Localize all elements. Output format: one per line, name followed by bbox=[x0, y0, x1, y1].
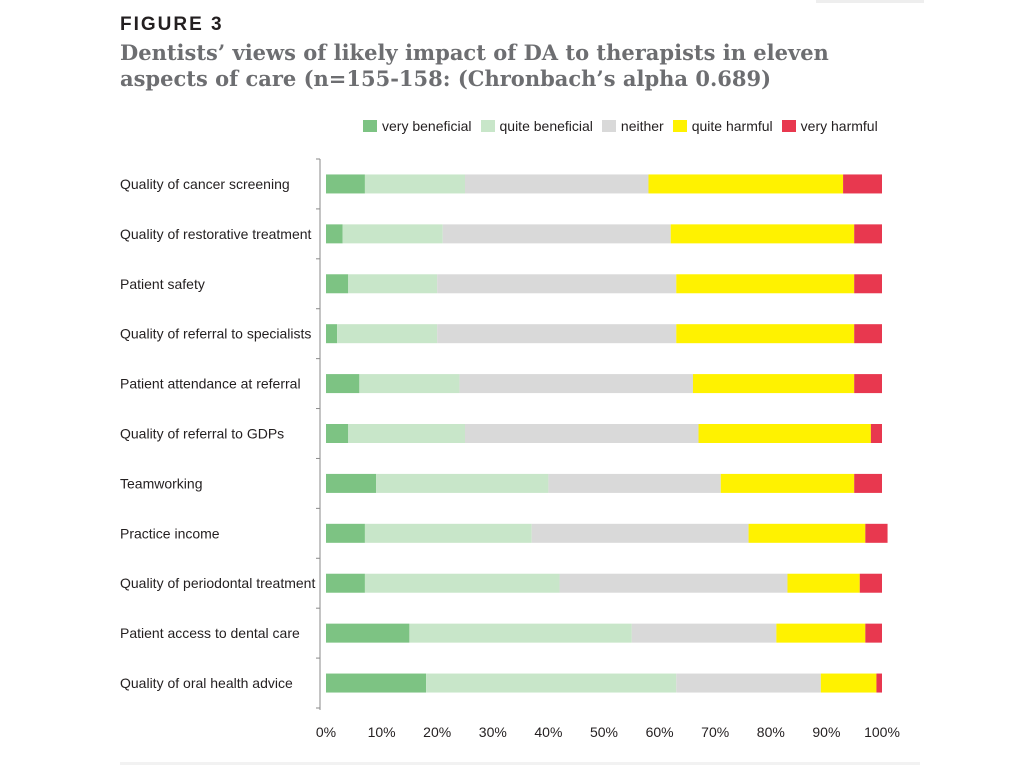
category-label: Quality of oral health advice bbox=[120, 675, 293, 691]
bar-segment bbox=[820, 673, 877, 693]
bar-segment bbox=[326, 424, 349, 443]
bar-segment bbox=[364, 573, 560, 593]
x-tick-label: 30% bbox=[479, 724, 507, 740]
bar-segment bbox=[342, 224, 443, 244]
bar-segment bbox=[787, 573, 860, 593]
bar-segment bbox=[326, 274, 349, 294]
legend-item: neither bbox=[601, 118, 664, 134]
figure-title: Dentists’ views of likely impact of DA t… bbox=[120, 40, 829, 91]
x-tick-label: 40% bbox=[534, 724, 562, 740]
bar-segment bbox=[364, 523, 532, 543]
bar-segment bbox=[326, 523, 365, 543]
bar-segment bbox=[876, 673, 882, 693]
bar-segment bbox=[548, 473, 721, 493]
category-label: Quality of restorative treatment bbox=[120, 226, 312, 242]
legend-swatch bbox=[672, 120, 687, 132]
x-tick-label: 0% bbox=[316, 724, 336, 740]
bar-segment bbox=[326, 573, 365, 593]
bar-segment bbox=[859, 573, 882, 593]
category-label: Patient safety bbox=[120, 276, 205, 292]
legend-item: very harmful bbox=[781, 118, 878, 134]
legend-swatch bbox=[601, 120, 616, 132]
x-tick-label: 70% bbox=[701, 724, 729, 740]
x-tick-label: 60% bbox=[646, 724, 674, 740]
bar-segment bbox=[676, 324, 855, 344]
legend-item: quite beneficial bbox=[480, 118, 593, 134]
bar-segment bbox=[676, 274, 855, 294]
bar-segment bbox=[692, 374, 855, 394]
bar-segment bbox=[648, 174, 844, 194]
bar-segment bbox=[465, 174, 649, 194]
legend-swatch bbox=[363, 120, 377, 132]
bar-segment bbox=[326, 623, 410, 643]
legend-label: neither bbox=[620, 118, 664, 134]
bar-segment bbox=[459, 374, 693, 394]
x-tick-label: 20% bbox=[423, 724, 451, 740]
bar-segment bbox=[670, 224, 855, 244]
bar-segment bbox=[698, 424, 871, 443]
legend-label: quite beneficial bbox=[499, 118, 593, 134]
bar-segment bbox=[748, 523, 866, 543]
bar-segment bbox=[854, 274, 882, 294]
legend-label: quite harmful bbox=[691, 118, 773, 134]
bar-segment bbox=[854, 374, 882, 394]
category-label: Quality of cancer screening bbox=[120, 176, 290, 192]
legend-item: quite harmful bbox=[672, 118, 773, 134]
legend-swatch bbox=[781, 120, 796, 132]
bottom-rule bbox=[120, 762, 920, 765]
category-label: Teamworking bbox=[120, 475, 202, 491]
bar-segment bbox=[348, 424, 465, 443]
bar-segment bbox=[326, 174, 365, 194]
bar-segment bbox=[854, 224, 882, 244]
legend-label: very harmful bbox=[800, 118, 878, 134]
category-label: Practice income bbox=[120, 525, 220, 541]
bar-segment bbox=[364, 174, 465, 194]
legend-swatch bbox=[480, 120, 495, 132]
bar-segment bbox=[776, 623, 866, 643]
x-tick-label: 50% bbox=[590, 724, 618, 740]
bar-segment bbox=[442, 224, 671, 244]
bar-segment bbox=[326, 224, 343, 244]
x-tick-label: 80% bbox=[757, 724, 785, 740]
figure-label: FIGURE 3 bbox=[120, 14, 224, 35]
category-label: Quality of referral to GDPs bbox=[120, 426, 284, 442]
top-rule bbox=[816, 0, 924, 3]
category-label: Patient access to dental care bbox=[120, 625, 300, 641]
x-tick-label: 100% bbox=[864, 724, 900, 740]
chart-legend: very beneficial quite beneficial neither qu… bbox=[363, 117, 887, 135]
bar-segment bbox=[854, 473, 882, 493]
bar-segment bbox=[531, 523, 749, 543]
category-label: Quality of referral to specialists bbox=[120, 326, 311, 342]
bar-segment bbox=[676, 673, 821, 693]
bar-segment bbox=[437, 324, 677, 344]
legend-item: very beneficial bbox=[363, 118, 472, 134]
bar-segment bbox=[409, 623, 632, 643]
category-label: Patient attendance at referral bbox=[120, 376, 301, 392]
bar-segment bbox=[359, 374, 460, 394]
bar-segment bbox=[348, 274, 438, 294]
bar-segment bbox=[326, 473, 377, 493]
bar-segment bbox=[326, 673, 427, 693]
bar-segment bbox=[376, 473, 549, 493]
bar-segment bbox=[326, 374, 360, 394]
bar-segment bbox=[720, 473, 855, 493]
bar-segment bbox=[843, 174, 882, 194]
bar-segment bbox=[631, 623, 777, 643]
x-tick-label: 90% bbox=[812, 724, 840, 740]
bar-segment bbox=[326, 324, 338, 344]
bar-segment bbox=[865, 623, 882, 643]
bar-segment bbox=[559, 573, 788, 593]
bar-segment bbox=[337, 324, 438, 344]
legend-label: very beneficial bbox=[382, 118, 472, 134]
bar-segment bbox=[437, 274, 677, 294]
bar-segment bbox=[865, 523, 888, 543]
bar-segment bbox=[870, 424, 882, 443]
bar-segment bbox=[854, 324, 882, 344]
x-tick-label: 10% bbox=[368, 724, 396, 740]
category-label: Quality of periodontal treatment bbox=[120, 575, 315, 591]
bar-segment bbox=[426, 673, 677, 693]
bar-segment bbox=[465, 424, 699, 443]
